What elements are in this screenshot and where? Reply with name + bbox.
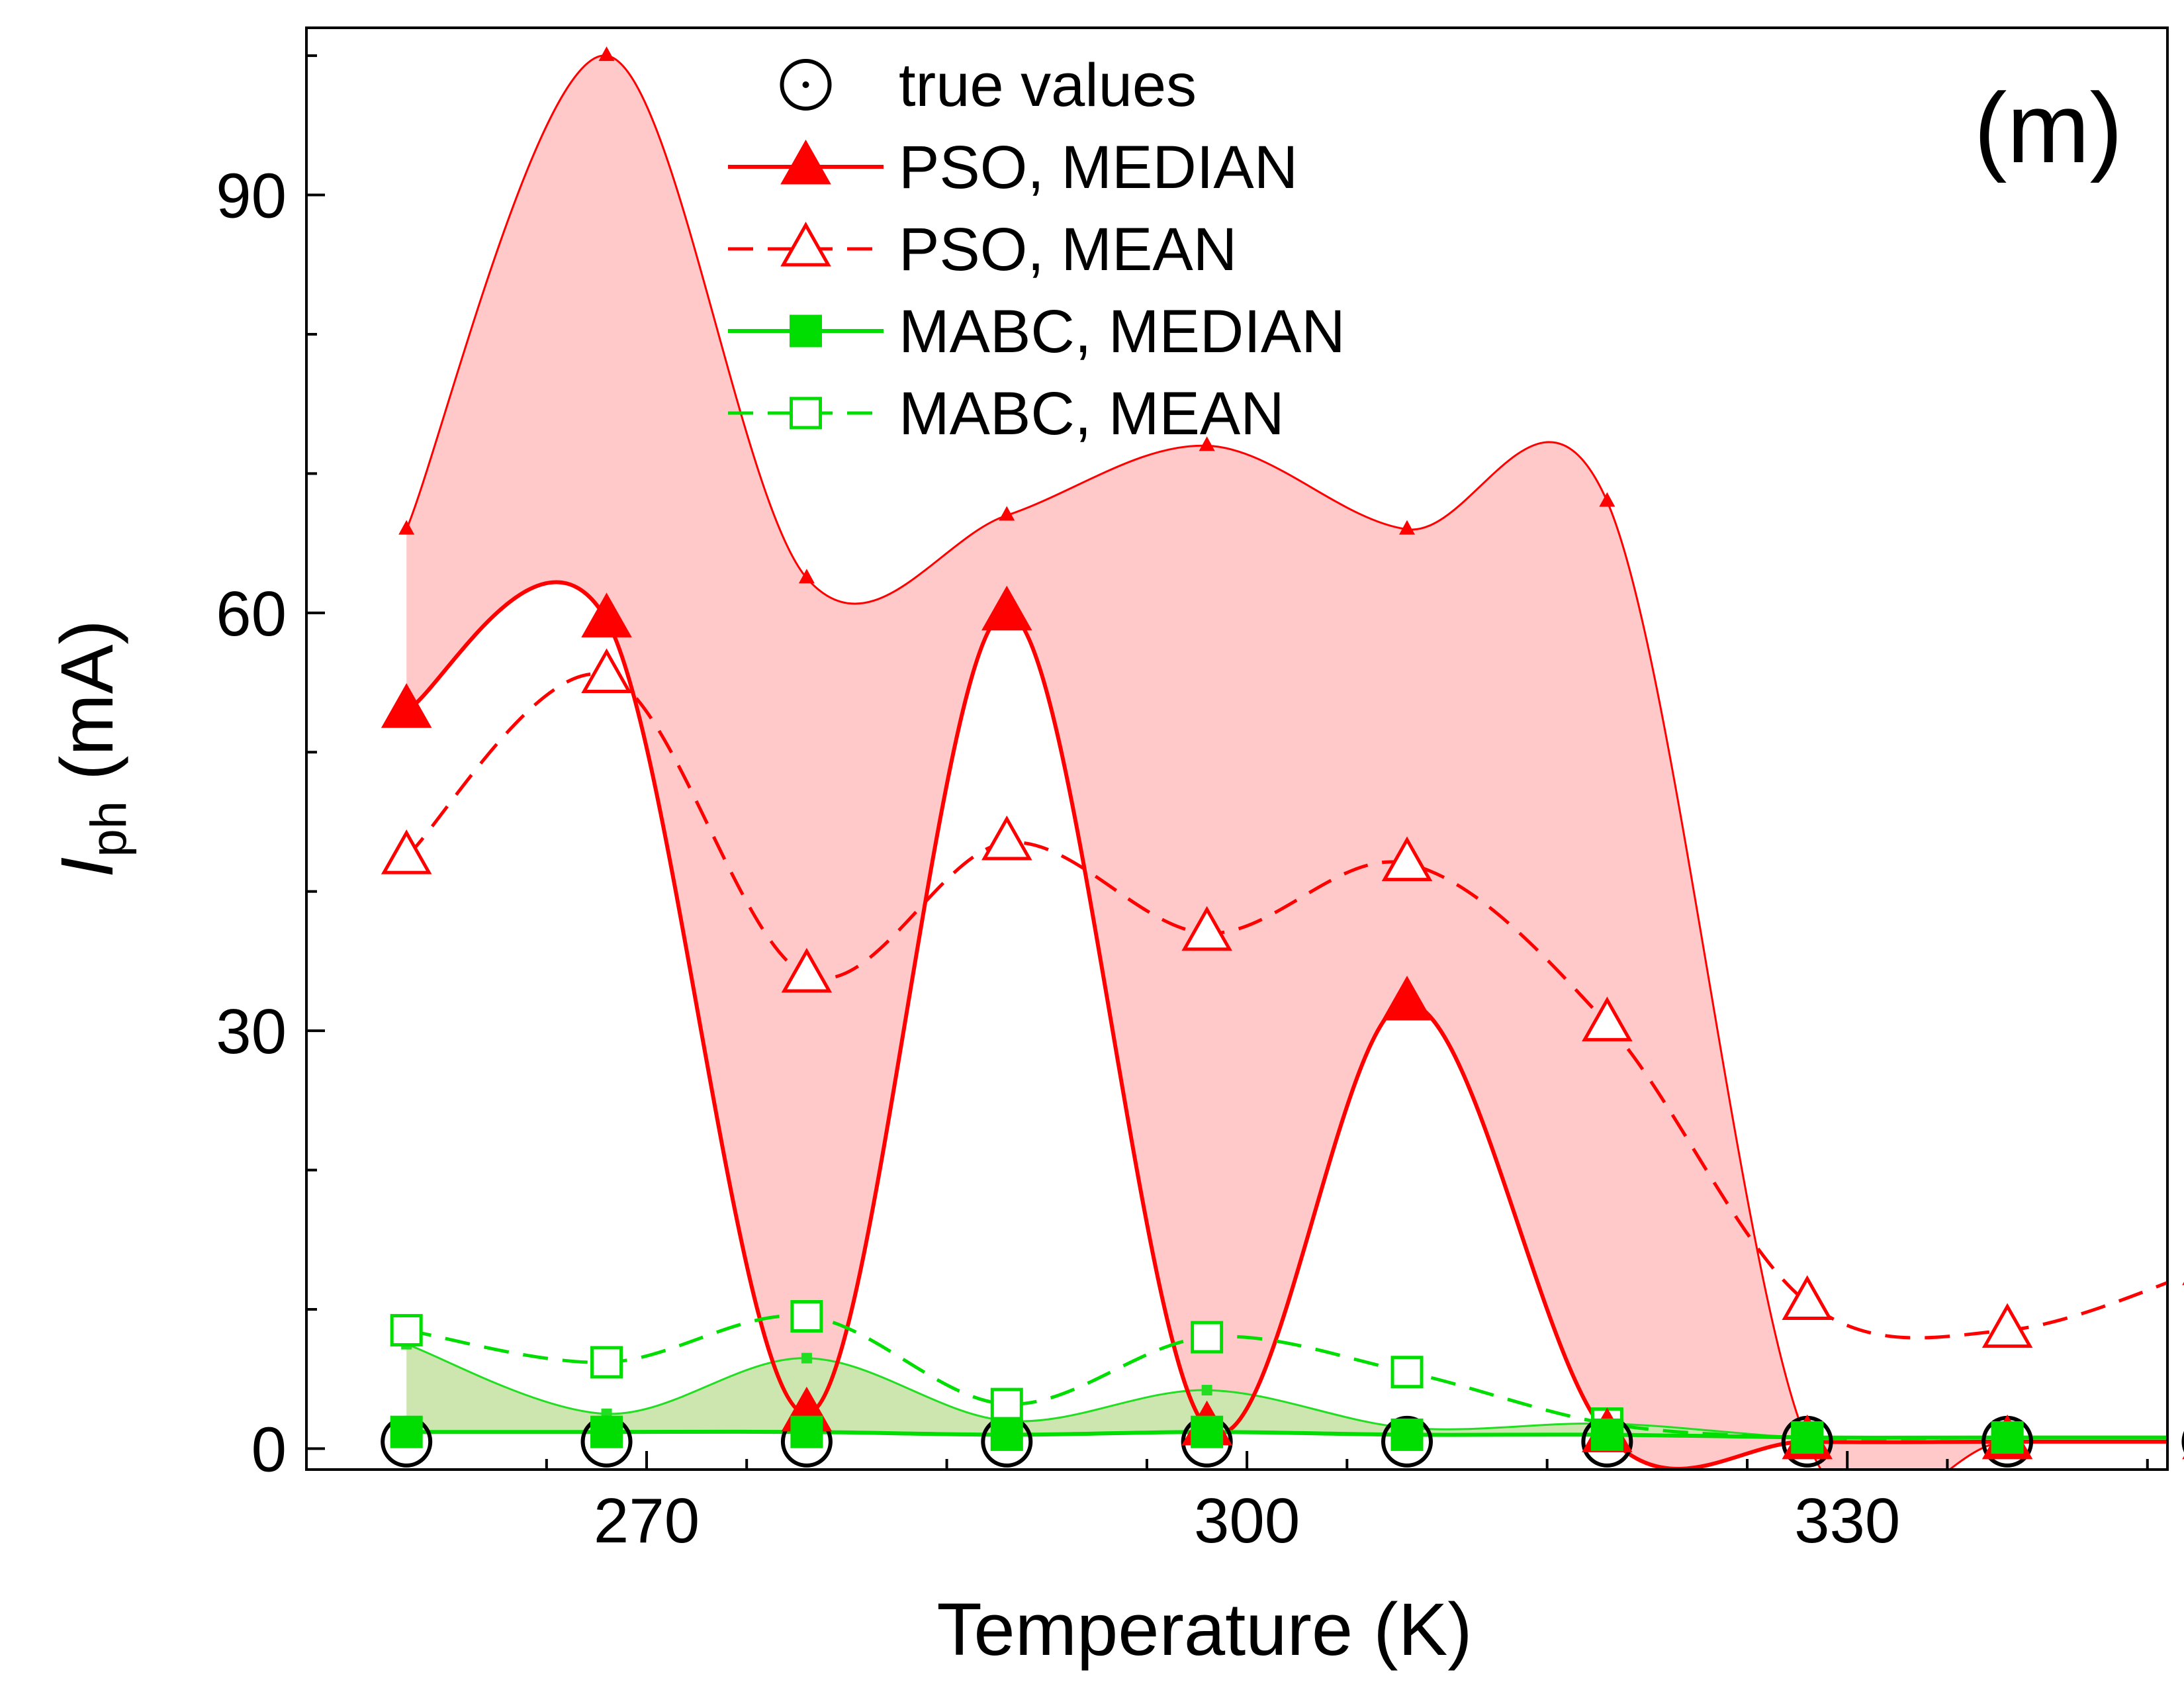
data-point [590,1415,623,1448]
data-point [1181,906,1232,951]
band-mabc [406,1344,2167,1439]
data-point [581,592,632,637]
legend-item: PSO, MEAN [728,216,1237,283]
data-point [590,1346,623,1379]
data-point [390,1415,423,1448]
legend-item: MABC, MEDIAN [728,298,1345,365]
y-tick-label: 90 [216,161,287,232]
data-point [1390,1356,1424,1389]
band-pso [406,56,2167,1470]
data-point [1791,1421,1824,1454]
data-point [1782,1275,1833,1320]
series-line [405,580,2167,1470]
data-point [781,947,833,993]
data-point [1191,1321,1224,1354]
x-axis-title: Temperature (K) [936,1588,1472,1671]
legend-marker [790,397,822,430]
x-tick-label: 330 [1794,1485,1900,1556]
band-upper-line-pso [405,54,2167,1470]
band-point [999,506,1015,521]
marker-ring [2181,1430,2184,1453]
legend-marker [780,139,831,185]
y-tick-label: 0 [251,1414,287,1485]
data-point [1590,1418,1623,1451]
data-point [981,585,1032,631]
data-point [1191,1415,1224,1448]
marker-ring [780,59,832,111]
band-point [1199,436,1215,451]
series-lines [405,580,2167,1470]
legend: true values PSO, MEDIAN PSO, MEAN MABC, MED… [728,52,1345,447]
data-point [1582,996,1633,1042]
data-point [1981,1303,2033,1348]
axes [305,26,2169,1471]
y-tick-label: 30 [216,996,287,1067]
band-point [1201,1385,1212,1396]
legend-label: MABC, MEAN [899,380,1285,447]
data-point [390,1314,423,1347]
band-point [1399,520,1416,535]
data-point [790,1300,823,1333]
legend-marker [780,221,831,267]
legend-marker [790,314,822,348]
data-point [990,1418,1023,1451]
series-line [405,672,2167,1340]
x-tick-label: 270 [594,1485,700,1556]
legend-label: true values [899,52,1197,119]
data-point [381,683,432,728]
y-tick-label: 60 [216,579,287,649]
marker-dot [802,81,809,88]
band-point [398,520,415,535]
marker-ring [1381,1415,1433,1468]
band-point [801,1352,812,1364]
y-axis-title: Iph (mA) [46,620,137,877]
band-point [1599,492,1615,507]
data-point [381,829,432,874]
legend-item: MABC, MEAN [728,380,1285,447]
legend-label: PSO, MEAN [899,216,1237,283]
data-point [1991,1421,2024,1454]
plot-frame [305,26,2169,1471]
data-point [2181,1430,2184,1453]
ticks: 270 300 330 0 30 60 90 [216,54,2149,1556]
data-point [581,648,632,694]
legend-marker [780,59,832,111]
data-point [1381,975,1433,1021]
legend-label: PSO, MEDIAN [899,134,1298,201]
panel-label: (m) [1974,72,2123,183]
data-point [981,815,1032,861]
series-markers [381,585,2184,1468]
band-point [798,569,815,584]
data-point [990,1387,1023,1421]
x-tick-label: 300 [1194,1485,1300,1556]
band-point [598,46,615,62]
legend-label: MABC, MEDIAN [899,298,1345,365]
legend-item: PSO, MEDIAN [728,134,1298,201]
data-point [1390,1418,1424,1451]
legend-item: true values [780,52,1197,119]
series-line [406,1314,2167,1440]
data-point [790,1415,823,1448]
data-point [1381,836,1433,882]
